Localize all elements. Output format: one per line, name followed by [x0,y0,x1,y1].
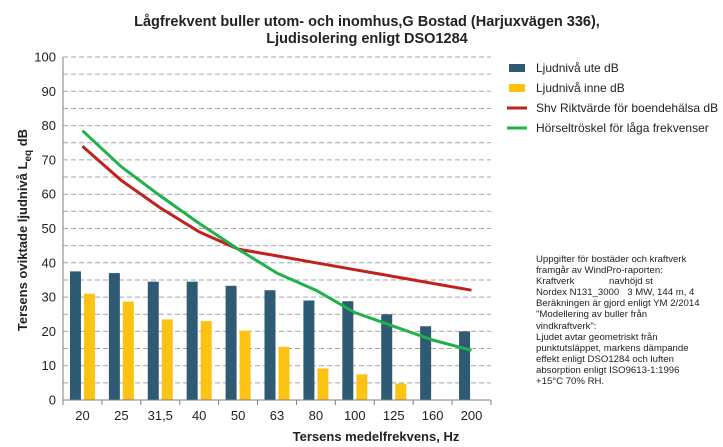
bar [303,300,315,400]
bar [147,281,159,400]
x-tick-label: 50 [231,408,245,423]
x-tick-label: 200 [461,408,483,423]
legend: Ljudnivå ute dB Ljudnivå inne dB Shv Riktv… [507,61,718,135]
bar [342,301,354,400]
series-line [81,145,472,292]
note-line: Ljudet avtar geometriskt från [536,331,658,343]
axes [62,57,492,405]
y-axis-label: Tersens oviktade ljudnivå Leq dB [15,129,34,331]
note-line: "Modellering av buller från [536,309,648,321]
y-tick-label: 90 [42,84,56,99]
note-line: punktutsläppet, markens dämpande [536,342,689,354]
bar [395,383,407,400]
y-tick-label: 30 [42,290,56,305]
x-tick-label: 20 [75,408,89,423]
y-tick-label: 70 [42,152,56,167]
y-tick-label: 80 [42,118,56,133]
y-tick-labels: 0 10 20 30 40 50 60 70 80 90 100 [34,50,56,408]
x-tick-label: 100 [344,408,366,423]
x-axis-label: Tersens medelfrekvens, Hz [293,429,460,444]
x-tick-label: 25 [114,408,128,423]
bar [264,290,276,400]
note-line: absorption enligt ISO9613-1:1996 [536,364,680,376]
note-line: Uppgifter för bostäder och kraftverk [536,254,687,265]
line-series [81,129,472,352]
y-axis-label-unit: dB [15,129,30,150]
note-line: framgår av WindPro-raporten: [536,265,663,277]
legend-label: Ljudnivå ute dB [536,61,619,75]
x-tick-labels: 20 25 31,5 40 50 63 80 100 125 160 200 [75,408,482,423]
bar [69,271,81,400]
chart-title-line-2: Ljudisolering enligt DSO1284 [266,31,467,47]
bar [239,330,251,400]
y-tick-label: 60 [42,187,56,202]
x-tick-label: 80 [309,408,323,423]
bar [459,331,471,400]
bar [108,273,120,400]
y-tick-label: 50 [42,221,56,236]
bar [420,326,432,400]
y-axis-label-main: Tersens oviktade ljudnivå L [15,161,30,331]
y-tick-label: 20 [42,324,56,339]
series-line [81,129,472,352]
legend-label: Ljudnivå inne dB [536,81,625,95]
info-note: Uppgifter för bostäder och kraftverk fra… [536,254,722,387]
bar [186,281,198,400]
bar-series [69,271,485,401]
x-tick-label: 31,5 [148,408,173,423]
bar [278,346,290,400]
bar [356,374,368,400]
note-line: +15°C 70% RH. [536,376,605,388]
note-line: Nordex N131_3000 3 MW, 144 m, 4 [536,287,695,299]
bar [317,368,329,400]
note-line: vindkraftverk": [536,320,597,332]
x-tick-label: 40 [192,408,206,423]
bar [161,319,173,400]
legend-label: Hörseltröskel för låga frekvenser [536,121,709,135]
note-line: Beräkningen är gjord enligt YM 2/2014 [536,298,700,310]
legend-label: Shv Riktvärde för boendehälsa dB [536,101,718,115]
bar [381,314,393,400]
chart-title-line-1: Lågfrekvent buller utom- och inomhus,G B… [134,14,600,30]
bar [122,301,134,400]
y-tick-label: 40 [42,255,56,270]
bar [200,321,212,400]
y-tick-label: 10 [42,358,56,373]
legend-swatch [509,64,525,72]
y-axis-label-sub: eq [23,150,34,162]
bar [83,293,95,400]
legend-swatch [509,84,525,92]
y-tick-label: 0 [49,393,56,408]
y-tick-label: 100 [34,50,56,65]
x-tick-label: 160 [422,408,444,423]
bar [225,285,237,400]
note-line: Kraftverk navhöjd st [536,276,653,288]
note-line: effekt enligt DSO1284 och luften [536,353,674,365]
x-tick-label: 125 [383,408,405,423]
x-tick-label: 63 [270,408,284,423]
